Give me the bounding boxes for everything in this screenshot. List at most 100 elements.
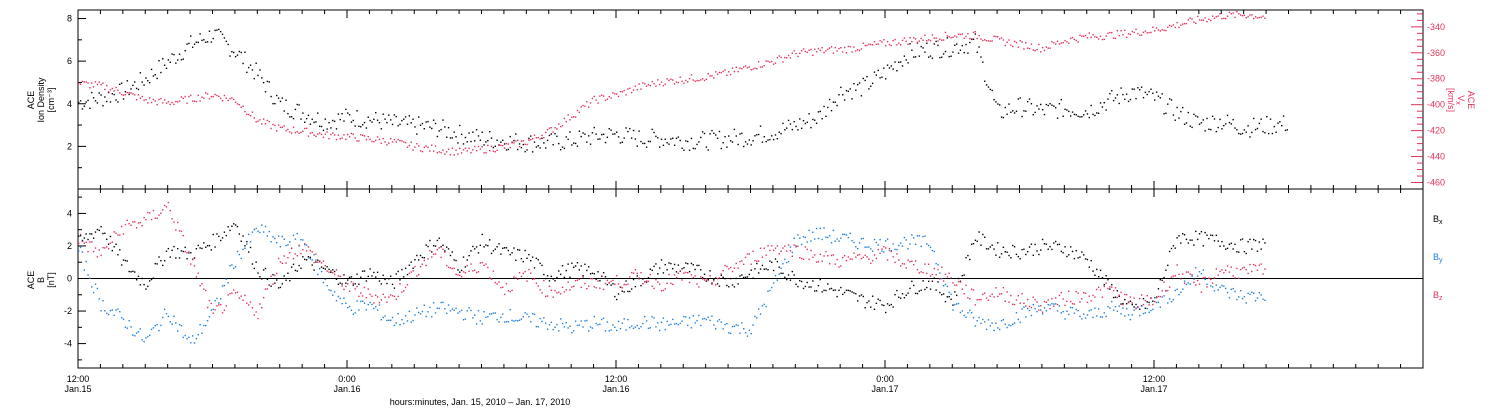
velocity-point [1159,30,1162,32]
velocity-point [984,39,986,41]
bz-point [1038,309,1040,311]
velocity-point [137,94,140,96]
bz-point [171,217,173,220]
by-point [716,320,719,322]
ion-density-point [1109,92,1111,95]
velocity-point [1073,38,1076,41]
velocity-point [375,139,377,142]
by-point [247,233,250,236]
velocity-point [1058,43,1061,45]
bx-point [160,259,162,262]
by-point [819,227,822,230]
bx-point [1064,246,1066,248]
velocity-point [627,88,629,90]
by-point [655,326,657,328]
velocity-point [814,48,816,50]
bz-point [490,278,493,280]
ion-density-point [789,123,792,125]
bz-point [597,280,599,282]
bx-point [1264,242,1266,244]
ion-density-point [1116,94,1119,96]
bx-point [735,277,737,280]
velocity-point [477,145,480,148]
bx-point [292,263,295,266]
by-point [886,238,889,240]
by-point [771,286,773,289]
by-point [1032,303,1034,306]
bx-point [1254,239,1257,242]
by-point [812,231,814,234]
bx-point [720,274,723,276]
bz-point [1114,287,1117,289]
velocity-point [373,140,375,143]
bz-point [548,285,551,287]
ion-density-point [1133,88,1135,90]
bx-point [1116,290,1119,292]
ion-density-point [1260,118,1262,120]
velocity-point [1213,17,1216,20]
ion-density-point [1183,123,1186,125]
velocity-point [332,132,334,134]
velocity-point [905,40,907,43]
bx-point [944,300,947,303]
by-point [156,323,158,326]
ion-density-point [733,128,736,131]
bz-point [1226,265,1229,267]
bz-point [1211,282,1214,284]
bz-point [526,280,528,282]
by-point [261,224,263,226]
velocity-point [1068,42,1070,44]
bx-point [642,278,644,280]
velocity-point [259,119,261,121]
bx-point [186,258,188,260]
velocity-point [599,95,601,97]
by-point [516,320,519,322]
ion-density-point [318,125,321,128]
bz-point [1000,293,1003,295]
bx-point [905,294,907,296]
by-point [1019,321,1021,323]
ion-density-point [657,137,659,139]
bx-point [1210,234,1212,236]
bz-point [339,275,341,278]
top-ylabel-line-2: Ion Density [36,77,46,123]
by-point [767,290,769,293]
velocity-point [1133,31,1135,34]
bz-point [1239,268,1242,271]
by-point [193,342,196,344]
bx-point [1249,238,1251,241]
by-point [266,235,269,237]
velocity-point [587,106,590,108]
ion-density-point [985,84,988,86]
bx-point [175,257,177,259]
ion-density-point [227,43,229,46]
velocity-point [677,81,680,84]
ion-density-point [182,58,185,60]
bz-point [518,271,521,274]
velocity-point [604,99,607,102]
by-point [1053,303,1055,305]
bx-point [279,286,282,289]
by-point [754,315,756,318]
bz-point [468,270,470,272]
bz-point [866,256,868,258]
ion-density-point [709,133,711,135]
ion-density-point [477,135,480,137]
bz-point [375,294,377,297]
ion-density-point [524,150,526,153]
velocity-point [1239,14,1242,16]
bz-point [124,223,127,226]
ion-density-point [472,131,474,133]
bx-point [591,272,594,275]
ion-density-point [1174,119,1176,121]
ion-density-point [1178,117,1180,119]
bz-point [612,279,614,282]
bz-point [969,298,971,300]
bx-point [984,236,986,238]
bx-point [1112,296,1115,299]
bz-point [606,279,609,282]
velocity-point [1260,16,1262,19]
ion-density-point [664,138,666,140]
ion-density-point [1131,88,1133,90]
ion-density-point [561,146,564,148]
